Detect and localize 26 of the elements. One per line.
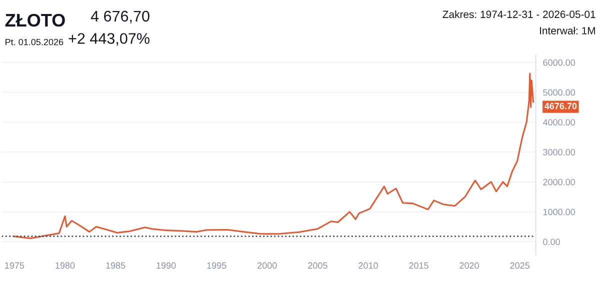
text: Interwał: 1M [540,26,595,34]
y-tick-label: 1000.00 [543,208,576,216]
x-tick-label: 1975 [5,262,24,269]
x-tick-label: 2015 [409,262,428,269]
y-tick-label: 4000.00 [542,119,576,126]
text: 4 676,70 [90,10,150,24]
y-tick-label: 2000.00 [543,178,576,186]
line-series [12,72,534,240]
annotation: 4676.70 [544,102,577,110]
x-tick-label: 2005 [308,262,328,269]
chart-title: ZŁOTO [5,14,65,27]
y-tick-label: 5000.00 [543,89,576,96]
text: Zakres: 1974-12-31 - 2026-05-01 [442,10,596,18]
y-tick-label: 6000.00 [543,59,576,66]
text: +2 443,07% [68,33,150,46]
x-tick-label: 2010 [358,262,378,269]
x-tick-label: 1990 [156,262,176,269]
x-tick-label: 2020 [460,262,479,269]
x-tick-label: 2000 [258,262,277,269]
x-tick-label: 2025 [510,262,530,269]
chart-subtitle: Pt. 01.05.2026 [6,38,64,46]
y-tick-label: 3000.00 [543,149,576,156]
x-tick-label: 1985 [106,262,126,269]
x-tick-label: 1980 [56,262,75,269]
x-tick-label: 1995 [207,262,226,269]
y-tick-label: 0.00 [543,238,560,246]
